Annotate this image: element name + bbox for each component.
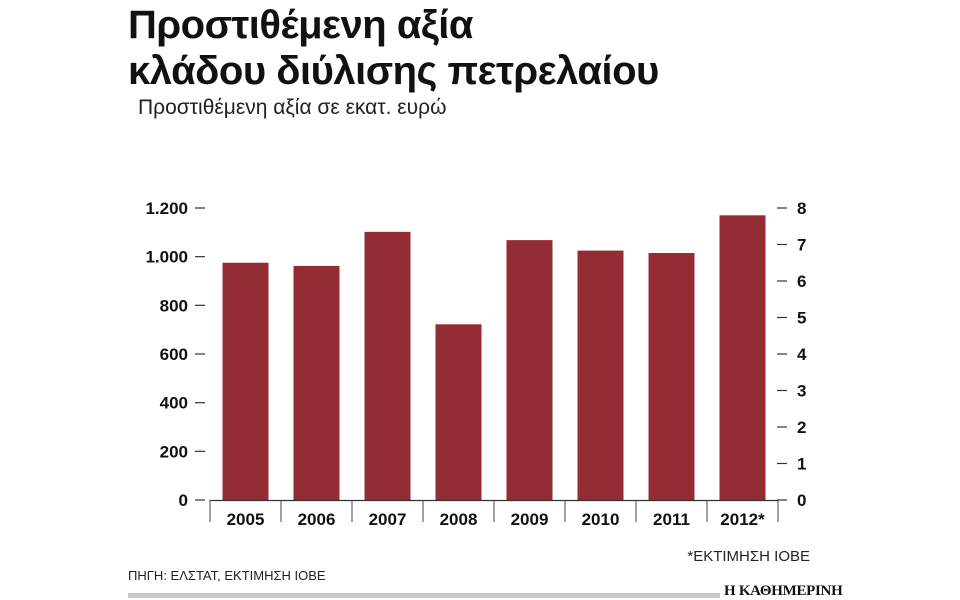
bar (577, 250, 624, 500)
bar (719, 215, 766, 501)
bar (293, 265, 340, 500)
x-tick-label: 2005 (227, 510, 265, 529)
y-tick-label: 600 (160, 345, 188, 364)
y2-tick-label: 8 (797, 199, 806, 218)
chart-title-line-2: κλάδου διύλισης πετρελαίου (128, 49, 659, 93)
bar (435, 324, 482, 500)
y2-tick-label: 7 (797, 236, 806, 255)
x-tick-label: 2006 (298, 510, 336, 529)
x-tick-label: 2012* (720, 510, 765, 529)
y-tick-label: 0 (179, 491, 188, 510)
y-tick-label: 1.000 (145, 248, 188, 267)
brand-logo: Η ΚΑΘΗΜΕΡΙΝΗ (724, 583, 843, 599)
x-tick-label: 2009 (511, 510, 549, 529)
x-tick-label: 2010 (582, 510, 620, 529)
bar (364, 231, 411, 500)
y2-tick-label: 1 (797, 455, 806, 474)
chart-subtitle: Προστιθέμενη αξία σε εκατ. ευρώ (138, 96, 447, 119)
footnote: *ΕΚΤΙΜΗΣΗ ΙΟΒΕ (687, 548, 810, 565)
x-tick-label: 2007 (369, 510, 407, 529)
y-tick-label: 200 (160, 442, 188, 461)
y2-tick-label: 5 (797, 309, 806, 328)
chart-title-line-1: Προστιθέμενη αξία (128, 3, 473, 47)
bar (648, 253, 695, 500)
source-note: ΠΗΓΗ: ΕΛΣΤΑΤ, ΕΚΤΙΜΗΣΗ ΙΟΒΕ (128, 568, 326, 583)
x-tick-label: 2011 (653, 510, 690, 529)
y2-tick-label: 0 (797, 491, 806, 510)
bar (506, 240, 553, 500)
y-tick-label: 400 (160, 394, 188, 413)
y2-tick-label: 2 (797, 418, 806, 437)
y2-tick-label: 3 (797, 382, 806, 401)
y-tick-label: 1.200 (145, 199, 188, 218)
y2-tick-label: 4 (797, 345, 807, 364)
bar (222, 262, 269, 500)
y2-tick-label: 6 (797, 272, 806, 291)
x-tick-label: 2008 (440, 510, 478, 529)
brand-bar (128, 593, 720, 598)
y-tick-label: 800 (160, 296, 188, 315)
chart-title: Προστιθέμενη αξία κλάδου διύλισης πετρελ… (128, 2, 659, 94)
